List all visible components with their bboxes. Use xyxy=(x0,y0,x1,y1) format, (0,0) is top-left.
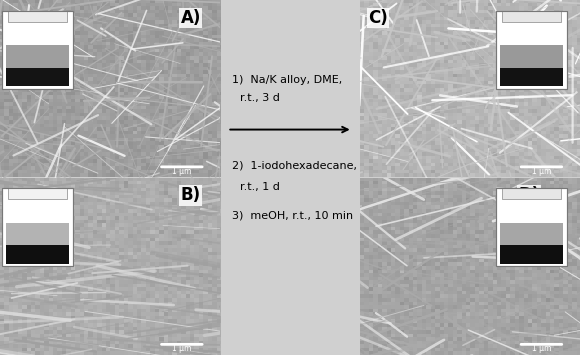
Text: 3)  meOH, r.t., 10 min: 3) meOH, r.t., 10 min xyxy=(231,210,353,220)
Bar xyxy=(6,68,69,87)
Bar xyxy=(500,68,563,87)
Text: 1 μm: 1 μm xyxy=(172,344,191,353)
Bar xyxy=(502,11,561,22)
Bar xyxy=(6,223,69,246)
Bar xyxy=(2,11,72,89)
Text: A): A) xyxy=(181,9,201,27)
Bar xyxy=(6,245,69,264)
Bar xyxy=(496,11,567,89)
Bar xyxy=(496,11,567,89)
Bar xyxy=(2,188,72,266)
Bar xyxy=(2,11,72,89)
Text: C): C) xyxy=(368,9,388,27)
Bar xyxy=(8,11,67,22)
Text: 1 μm: 1 μm xyxy=(172,167,191,176)
Bar xyxy=(8,188,67,199)
Text: r.t., 3 d: r.t., 3 d xyxy=(240,93,280,103)
Text: D): D) xyxy=(519,186,539,204)
Text: 1 μm: 1 μm xyxy=(532,344,551,353)
Bar xyxy=(496,188,567,266)
Text: r.t., 1 d: r.t., 1 d xyxy=(240,182,280,192)
Bar xyxy=(6,45,69,69)
Bar xyxy=(500,223,563,246)
Bar xyxy=(500,45,563,69)
Text: 1 μm: 1 μm xyxy=(532,167,551,176)
Bar xyxy=(496,188,567,266)
Bar xyxy=(500,245,563,264)
Text: 1)  Na/K alloy, DME,: 1) Na/K alloy, DME, xyxy=(231,75,342,85)
Text: B): B) xyxy=(181,186,201,204)
Text: 2)  1-iodohexadecane,: 2) 1-iodohexadecane, xyxy=(231,160,357,170)
Bar xyxy=(502,188,561,199)
Bar xyxy=(2,188,72,266)
